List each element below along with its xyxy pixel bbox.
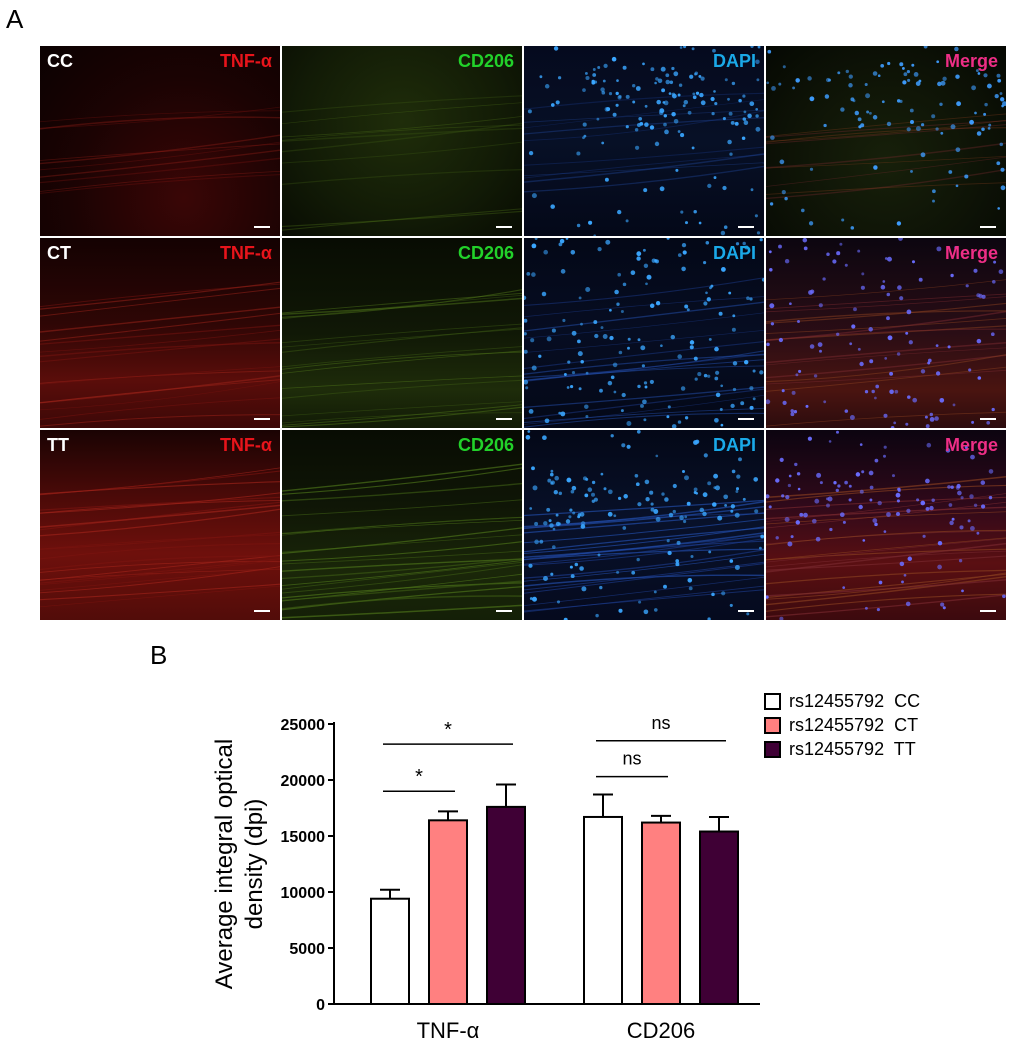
micrograph-tt-dapi: DAPI: [524, 430, 764, 620]
tissue-texture: [524, 46, 764, 236]
tissue-texture: [282, 463, 522, 619]
bar: [583, 815, 623, 1005]
micrograph-cc-cd206: CD206: [282, 46, 522, 236]
scale-bar: [496, 610, 512, 612]
tissue-texture: [40, 281, 280, 427]
genotype-label: CC: [47, 51, 73, 71]
legend-item: rs12455792 CT: [764, 714, 920, 736]
y-tick-label: 5000: [289, 941, 325, 958]
scale-bar: [980, 610, 996, 612]
x-tick-label: CD206: [627, 1018, 695, 1043]
bar: [428, 819, 468, 1005]
legend-swatch: [764, 716, 781, 734]
stain-label: TNF-α: [219, 51, 272, 71]
stain-label: DAPI: [712, 51, 756, 71]
micrograph-ct-dapi: DAPI: [524, 238, 764, 428]
genotype-label: CT: [47, 243, 71, 263]
tissue-texture: [282, 95, 522, 231]
micrograph-cc-tnf: CC TNF-α: [40, 46, 280, 236]
scale-bar: [254, 418, 270, 420]
scale-bar: [496, 418, 512, 420]
tissue-texture: [524, 238, 764, 428]
micrograph-grid: CC TNF-α CD206 DAPI Merge CT TNF-α CD206 DAPI Mer…: [40, 46, 1006, 622]
significance-label: *: [444, 719, 452, 741]
micrograph-ct-merge: Merge: [766, 238, 1006, 428]
legend-label: rs12455792 TT: [789, 738, 916, 759]
micrograph-cc-merge: Merge: [766, 46, 1006, 236]
bar: [370, 897, 410, 1005]
micrograph-tt-cd206: CD206: [282, 430, 522, 620]
y-axis-title-line: Average integral optical: [211, 739, 238, 989]
legend-item: rs12455792 CC: [764, 690, 920, 712]
y-axis-title: Average integral optical density (dpi): [211, 739, 268, 989]
significance-label: *: [415, 766, 423, 788]
stain-label: TNF-α: [219, 435, 272, 455]
bar-chart: 0 5000 10000 15000 20000 25000 Average integra…: [211, 713, 760, 1043]
scale-bar: [254, 226, 270, 228]
tissue-texture: [40, 106, 280, 194]
significance-label: ns: [651, 713, 670, 733]
stain-label: DAPI: [712, 243, 756, 263]
scale-bar: [254, 610, 270, 612]
legend-label: rs12455792 CT: [789, 714, 919, 735]
bar: [641, 821, 681, 1005]
stain-label: DAPI: [712, 435, 756, 455]
micrograph-ct-cd206: CD206: [282, 238, 522, 428]
legend-swatch: [764, 740, 781, 758]
panel-a-letter: A: [6, 4, 24, 34]
stain-label: CD206: [457, 51, 514, 71]
bar: [699, 830, 739, 1005]
legend-swatch: [764, 692, 781, 710]
tissue-texture: [282, 289, 522, 428]
y-axis-title-line: density (dpi): [241, 799, 268, 930]
genotype-label: TT: [47, 435, 69, 455]
legend-label: rs12455792 CC: [789, 690, 921, 711]
y-tick-label: 15000: [281, 829, 326, 846]
x-tick-label: TNF-α: [417, 1018, 480, 1043]
panel-b-letter: B: [150, 640, 168, 670]
tissue-texture: [766, 430, 1006, 620]
y-tick-label: 25000: [281, 717, 326, 734]
y-tick-label: 10000: [281, 885, 326, 902]
scale-bar: [738, 418, 754, 420]
stain-label: Merge: [944, 51, 998, 71]
micrograph-cc-dapi: DAPI: [524, 46, 764, 236]
scale-bar: [980, 418, 996, 420]
scale-bar: [980, 226, 996, 228]
tissue-texture: [766, 46, 1006, 230]
y-tick-label: 0: [316, 997, 325, 1014]
y-tick-label: 20000: [281, 773, 326, 790]
tissue-texture: [524, 430, 764, 620]
significance-label: ns: [622, 749, 641, 769]
stain-label: CD206: [457, 243, 514, 263]
scale-bar: [738, 610, 754, 612]
micrograph-ct-tnf: CT TNF-α: [40, 238, 280, 428]
stain-label: TNF-α: [219, 243, 272, 263]
legend-item: rs12455792 TT: [764, 738, 920, 760]
tissue-texture: [40, 467, 280, 608]
micrograph-tt-merge: Merge: [766, 430, 1006, 620]
scale-bar: [496, 226, 512, 228]
micrograph-tt-tnf: TT TNF-α: [40, 430, 280, 620]
scale-bar: [738, 226, 754, 228]
chart-legend: rs12455792 CC rs12455792 CT rs12455792 TT: [764, 690, 920, 762]
tissue-texture: [766, 238, 1006, 428]
stain-label: Merge: [944, 435, 998, 455]
stain-label: CD206: [457, 435, 514, 455]
stain-label: Merge: [944, 243, 998, 263]
bar: [486, 805, 526, 1005]
